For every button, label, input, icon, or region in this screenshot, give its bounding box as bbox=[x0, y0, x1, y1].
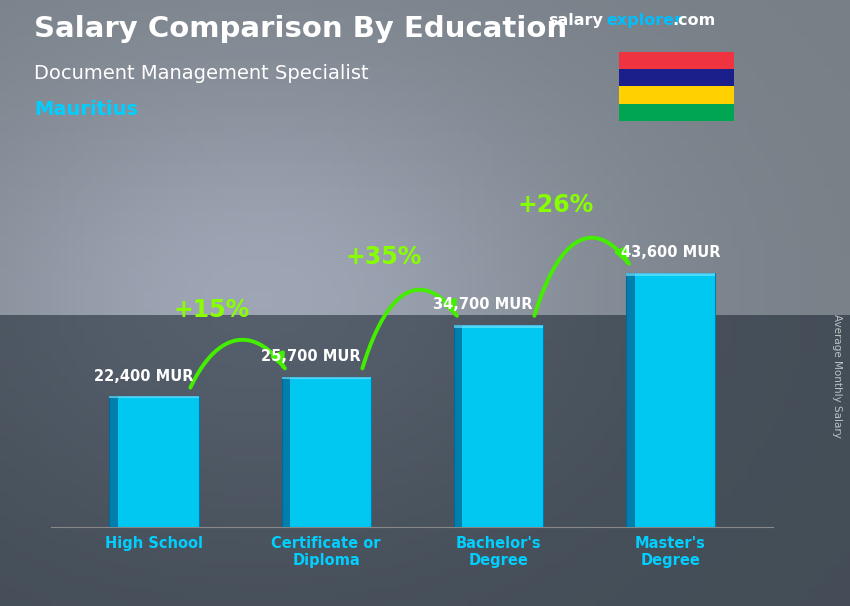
Bar bbox=[619, 52, 734, 69]
Bar bbox=[619, 87, 734, 104]
Bar bbox=[110, 396, 199, 398]
Bar bbox=[454, 325, 543, 328]
Bar bbox=[110, 396, 118, 527]
Bar bbox=[454, 325, 543, 527]
Text: Document Management Specialist: Document Management Specialist bbox=[34, 64, 369, 82]
Text: 34,700 MUR: 34,700 MUR bbox=[433, 297, 532, 311]
Text: Average Monthly Salary: Average Monthly Salary bbox=[832, 314, 842, 438]
Text: explorer: explorer bbox=[606, 13, 683, 28]
Text: 25,700 MUR: 25,700 MUR bbox=[261, 349, 360, 364]
Text: +26%: +26% bbox=[518, 193, 594, 217]
Bar bbox=[0, 315, 850, 606]
Bar bbox=[281, 377, 371, 379]
Bar bbox=[110, 396, 199, 527]
Bar bbox=[626, 273, 634, 527]
Bar bbox=[619, 69, 734, 87]
Text: Mauritius: Mauritius bbox=[34, 100, 138, 119]
Bar bbox=[626, 273, 715, 276]
Bar bbox=[454, 325, 462, 527]
Bar bbox=[619, 104, 734, 121]
Text: salary: salary bbox=[548, 13, 604, 28]
Bar bbox=[626, 273, 715, 527]
Bar bbox=[281, 377, 291, 527]
Text: 22,400 MUR: 22,400 MUR bbox=[94, 368, 194, 384]
Text: .com: .com bbox=[672, 13, 716, 28]
Bar bbox=[281, 377, 371, 527]
Text: Salary Comparison By Education: Salary Comparison By Education bbox=[34, 15, 567, 43]
Text: +35%: +35% bbox=[346, 245, 422, 269]
Text: 43,600 MUR: 43,600 MUR bbox=[620, 245, 720, 260]
Text: +15%: +15% bbox=[173, 298, 250, 322]
